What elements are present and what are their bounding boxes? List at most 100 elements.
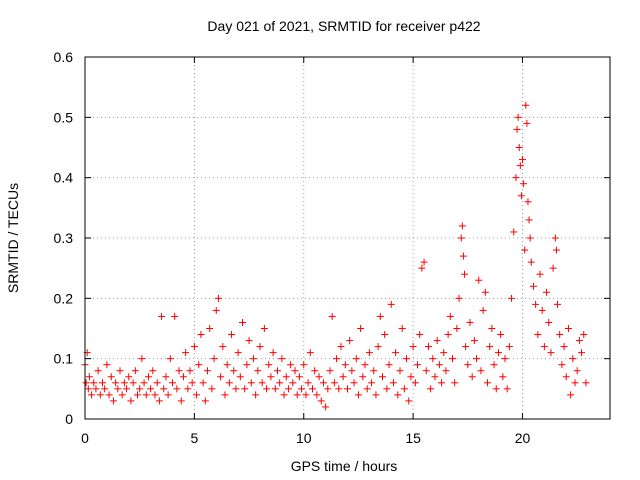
data-point-marker [427, 385, 435, 393]
data-point-marker [90, 379, 98, 387]
data-point-marker [383, 385, 391, 393]
data-point-marker [88, 391, 96, 399]
data-point-marker [214, 294, 222, 302]
data-point-marker [411, 379, 419, 387]
data-point-marker [317, 397, 325, 405]
data-point-marker [330, 379, 338, 387]
data-point-marker [444, 331, 452, 339]
data-point-marker [407, 373, 415, 381]
data-point-marker [236, 373, 244, 381]
data-point-marker [190, 343, 198, 351]
data-point-marker [160, 385, 168, 393]
data-point-marker [392, 349, 400, 357]
data-point-marker [556, 331, 564, 339]
data-point-marker [245, 337, 253, 345]
data-point-marker [142, 391, 150, 399]
data-point-marker [529, 282, 537, 290]
data-point-marker [524, 198, 532, 206]
data-point-marker [247, 379, 255, 387]
data-point-marker [243, 361, 251, 369]
data-point-marker [346, 337, 354, 345]
data-point-marker [186, 367, 194, 375]
data-point-marker [575, 337, 583, 345]
data-point-marker [287, 361, 295, 369]
data-point-marker [551, 234, 559, 242]
data-point-marker [162, 373, 170, 381]
data-point-marker [175, 367, 183, 375]
data-point-marker [516, 162, 524, 170]
data-point-marker [230, 367, 238, 375]
data-point-marker [344, 385, 351, 393]
data-point-marker [131, 367, 139, 375]
data-point-marker [477, 367, 485, 375]
data-point-marker [510, 228, 518, 236]
data-point-marker [333, 355, 341, 363]
data-point-marker [335, 385, 343, 393]
y-axis-title: SRMTID / TECUs [5, 183, 21, 293]
data-point-marker [538, 306, 546, 314]
data-point-marker [438, 379, 446, 387]
data-point-marker [206, 325, 214, 332]
data-point-marker [322, 403, 330, 411]
data-point-marker [319, 379, 327, 387]
data-point-marker [352, 355, 360, 363]
data-point-marker [298, 385, 306, 393]
data-point-marker [522, 101, 530, 109]
data-point-marker [521, 246, 529, 254]
data-point-marker [151, 391, 159, 399]
data-point-marker [424, 343, 432, 351]
data-point-marker [278, 355, 286, 363]
data-point-marker [184, 385, 192, 393]
data-point-marker [324, 385, 332, 393]
data-point-marker [291, 367, 299, 375]
x-tick-label: 5 [190, 430, 198, 446]
data-point-marker [453, 325, 461, 332]
data-point-marker [578, 349, 586, 357]
data-point-marker [125, 373, 133, 381]
x-tick-label: 15 [405, 430, 421, 446]
data-point-marker [269, 349, 277, 357]
data-point-marker [484, 379, 491, 387]
data-point-marker [389, 379, 397, 387]
data-point-marker [267, 373, 275, 381]
data-point-marker [532, 300, 540, 308]
data-point-marker [149, 367, 157, 375]
data-point-marker [481, 288, 489, 296]
data-point-marker [313, 391, 321, 399]
grid-lines [85, 57, 610, 419]
data-point-marker [523, 119, 531, 127]
data-point-marker [440, 349, 448, 357]
data-point-marker [494, 349, 502, 357]
data-point-marker [348, 367, 356, 375]
data-point-marker [562, 373, 570, 381]
data-point-marker [527, 258, 535, 266]
data-point-marker [188, 379, 196, 387]
data-point-marker [82, 379, 90, 387]
data-point-marker [182, 349, 190, 357]
data-point-marker [372, 391, 380, 399]
data-point-marker [210, 355, 218, 363]
data-point-marker [271, 385, 279, 393]
data-point-marker [177, 397, 185, 405]
data-point-marker [114, 385, 122, 393]
data-point-marker [554, 300, 561, 308]
data-point-marker [173, 385, 181, 393]
data-point-marker [158, 312, 166, 320]
data-point-marker [512, 174, 520, 182]
data-point-marker [265, 361, 273, 369]
data-point-marker [409, 343, 417, 351]
data-point-marker [293, 391, 301, 399]
data-point-marker [354, 391, 362, 399]
data-point-marker [547, 349, 555, 357]
data-point-marker [276, 379, 284, 387]
data-point-marker [219, 343, 227, 351]
data-point-marker [201, 397, 209, 405]
data-point-marker [199, 379, 207, 387]
data-point-marker [140, 379, 148, 387]
data-point-marker [405, 397, 413, 405]
data-point-marker [341, 361, 349, 369]
data-point-marker [461, 270, 469, 278]
data-point-marker [263, 385, 271, 393]
data-point-marker [534, 331, 542, 339]
y-tick-label: 0.6 [54, 49, 74, 65]
